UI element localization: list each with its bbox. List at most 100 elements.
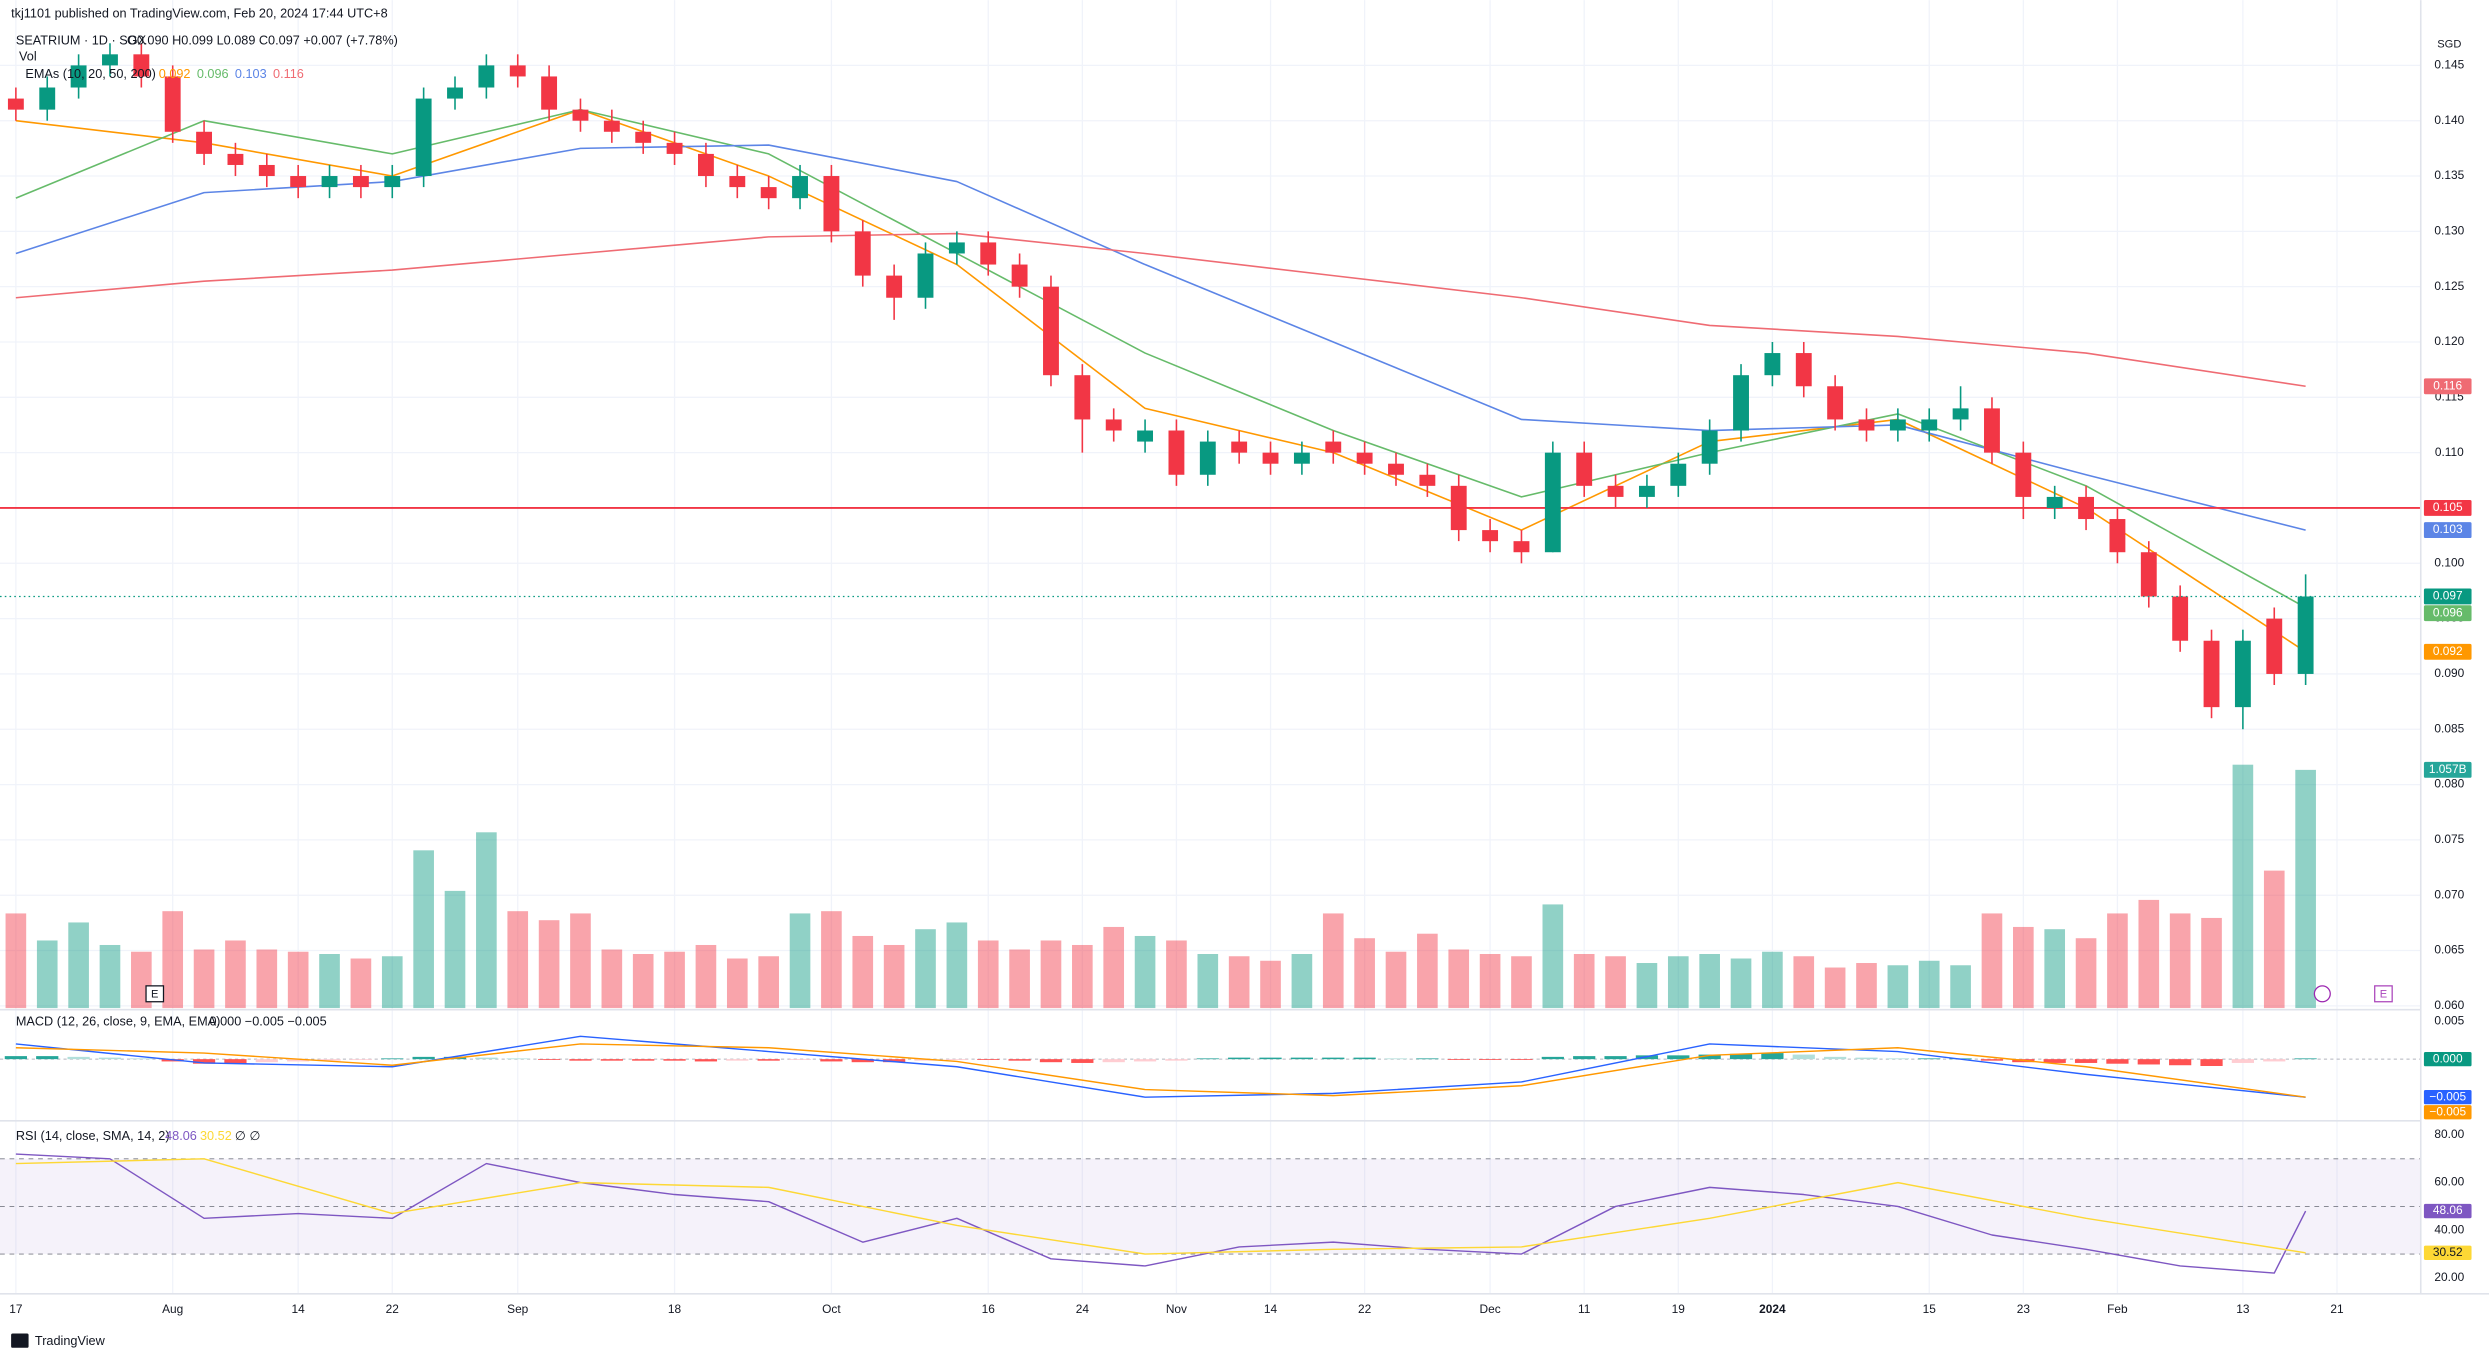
volume-bar [444, 890, 466, 1009]
macd-tag-label: −0.005 [2429, 1089, 2466, 1103]
macd-histogram-bar [569, 1059, 592, 1061]
x-tick-label: 24 [1076, 1302, 1090, 1316]
rsi-tick-label: 20.00 [2434, 1270, 2464, 1284]
volume-bar [1228, 956, 1250, 1009]
volume-bar [36, 940, 58, 1009]
macd-histogram-bar [537, 1059, 561, 1060]
candle-body [509, 65, 526, 77]
x-tick-label: 14 [1264, 1302, 1278, 1316]
volume-bar [570, 913, 591, 1009]
macd-histogram-bar [192, 1059, 216, 1064]
volume-bar [821, 911, 842, 1009]
candle-body [1889, 419, 1906, 431]
event-icon [2374, 985, 2393, 1003]
macd-histogram-bar [2200, 1059, 2223, 1066]
volume-bar [1511, 956, 1532, 1009]
logo [11, 1333, 29, 1348]
x-tick-label: 23 [2017, 1302, 2031, 1316]
macd-histogram-bar [1384, 1058, 1408, 1060]
candle-body [541, 76, 558, 110]
macd-histogram-bar [2137, 1059, 2160, 1065]
macd-histogram-bar [318, 1059, 341, 1061]
macd-histogram-bar [130, 1058, 153, 1060]
macd-histogram-bar [1290, 1057, 1314, 1060]
candle-body [352, 176, 369, 188]
candle-body [1638, 485, 1655, 497]
volume-bar [758, 956, 779, 1009]
candle-body [1952, 408, 1969, 420]
macd-histogram-bar [1824, 1056, 1847, 1060]
volume-bar [1950, 965, 1971, 1009]
y-tick-label: 0.080 [2434, 777, 2464, 791]
ohlc: O0.090 H0.099 L0.089 C0.097 +0.007 (+7.7… [127, 34, 398, 48]
volume-bar [1636, 963, 1658, 1009]
macd-histogram-bar [694, 1059, 718, 1062]
volume-bar [1197, 953, 1219, 1009]
macd-histogram-bar [1071, 1059, 1094, 1063]
macd-histogram-bar [632, 1059, 655, 1061]
ema-legend-value: 0.103 [235, 67, 267, 81]
volume-bar [2075, 938, 2097, 1009]
x-tick-label: Sep [507, 1302, 529, 1316]
x-tick-label: Aug [162, 1302, 183, 1316]
candle-body [729, 176, 746, 188]
y-tick-label: 0.135 [2434, 168, 2464, 182]
candle-body [1544, 452, 1561, 553]
macd-histogram-bar [1698, 1054, 1721, 1060]
y-tick-label: 0.090 [2434, 666, 2464, 680]
volume-bar [1856, 963, 1877, 1009]
axis-tag-label: 0.116 [2433, 378, 2462, 392]
candle-body [1795, 353, 1812, 387]
macd-histogram-bar [883, 1059, 906, 1063]
currency: SGD [2437, 38, 2461, 50]
candle-body [572, 109, 589, 121]
volume-bar [1072, 944, 1093, 1009]
candle-body [792, 176, 808, 199]
macd-tag [2423, 1052, 2472, 1067]
candle-body [2078, 496, 2094, 520]
candle-body [2203, 640, 2220, 708]
volume-bar [1103, 926, 1125, 1009]
candle-body [447, 87, 463, 99]
footer: TradingView [35, 1334, 106, 1348]
candle-body [603, 120, 620, 132]
macd-histogram-bar [1259, 1057, 1282, 1060]
macd-histogram-bar [1604, 1056, 1627, 1060]
candle-body [1325, 441, 1342, 453]
volume-bar [225, 940, 246, 1009]
grid-layer [0, 0, 2421, 1294]
candle-body [2109, 519, 2126, 553]
x-tick-label: 22 [1358, 1302, 1372, 1316]
candle-body [1827, 386, 1844, 420]
candle-body [258, 164, 275, 177]
macd-histogram-bar [2231, 1059, 2255, 1063]
volume-bar [256, 949, 278, 1009]
volume-bar [946, 922, 968, 1009]
line-series [15, 1153, 2307, 1274]
volume-bar [726, 958, 748, 1009]
volume-bar [476, 832, 497, 1009]
rsi-tag-label: 48.06 [2433, 1203, 2463, 1217]
volume-bar [977, 940, 999, 1009]
volume-bar [1667, 956, 1689, 1009]
x-tick-label: 18 [668, 1302, 682, 1316]
macd-histogram-bar [851, 1059, 874, 1063]
rsi-tick-label: 40.00 [2434, 1222, 2464, 1236]
macd-tag [2423, 1090, 2472, 1105]
axis-tag [2423, 378, 2472, 395]
volume-bar [2013, 926, 2034, 1009]
line-series [15, 1043, 2306, 1098]
candle-body [1231, 441, 1248, 453]
macd-tag [2423, 1105, 2472, 1120]
macd-histogram-bar [1322, 1057, 1345, 1060]
candle-body [886, 275, 903, 298]
candle-body [290, 176, 307, 188]
macd-histogram-bar [726, 1059, 749, 1061]
macd-histogram-bar [98, 1057, 122, 1060]
macd-histogram-bar [1886, 1058, 1909, 1060]
candle-body [2172, 596, 2189, 641]
volume-bar [2044, 929, 2066, 1009]
macd-histogram-bar [1228, 1057, 1251, 1060]
macd-histogram-bar [1573, 1056, 1596, 1060]
